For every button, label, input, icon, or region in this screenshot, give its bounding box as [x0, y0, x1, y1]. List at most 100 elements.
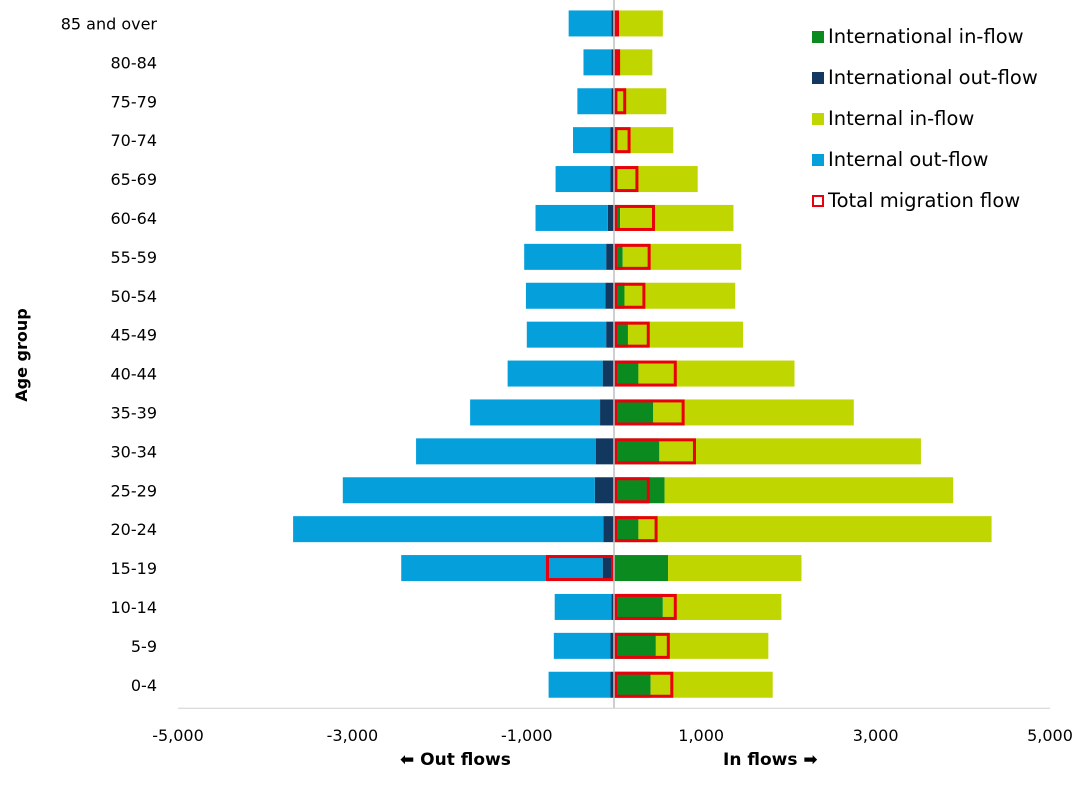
y-tick-label: 65-69	[111, 170, 158, 189]
international-outflow-bar	[610, 127, 614, 154]
total-migration-outline	[614, 88, 627, 115]
international-inflow-bar	[614, 593, 663, 620]
internal-outflow-bar	[553, 632, 611, 659]
internal-outflow-bar	[293, 516, 604, 543]
y-tick-label: 85 and over	[61, 14, 158, 33]
internal-inflow-bar	[638, 516, 992, 543]
y-tick-label: 50-54	[111, 287, 158, 306]
internal-inflow-bar	[617, 166, 698, 193]
international-inflow-bar	[614, 477, 665, 504]
international-inflow-bar	[614, 438, 660, 465]
legend-label: Total migration flow	[828, 189, 1021, 212]
international-inflow-bar	[614, 671, 651, 698]
internal-outflow-bar	[401, 555, 603, 582]
international-outflow-bar	[594, 477, 614, 504]
legend-item: International out-flow	[812, 57, 1038, 98]
total-migration-outline	[614, 438, 696, 465]
internal-inflow-bar	[620, 204, 734, 231]
internal-inflow-bar	[622, 243, 742, 270]
total-migration-outline	[614, 360, 677, 387]
international-outflow-bar	[610, 632, 614, 659]
internal-inflow-bar	[662, 593, 782, 620]
legend-item: International in-flow	[812, 16, 1038, 57]
legend-item: Total migration flow	[812, 180, 1038, 221]
internal-outflow-bar	[583, 49, 612, 76]
y-tick-label: 30-34	[111, 442, 158, 461]
total-migration-outline	[614, 243, 651, 270]
legend-swatch	[812, 153, 824, 166]
y-tick-label: 0-4	[131, 676, 157, 695]
y-tick-label: 35-39	[111, 403, 158, 422]
y-tick-label: 55-59	[111, 248, 158, 267]
internal-outflow-bar	[555, 166, 611, 193]
international-inflow-bar	[614, 282, 625, 309]
x-tick-label: -1,000	[501, 726, 553, 745]
chart-legend: International in-flow International out-…	[812, 16, 1038, 221]
international-inflow-bar	[614, 516, 639, 543]
legend-label: International in-flow	[828, 25, 1024, 48]
x-tick-label: 5,000	[1027, 726, 1073, 745]
total-migration-outline	[614, 127, 631, 154]
international-outflow-bar	[607, 204, 614, 231]
total-flow-outlines	[545, 10, 696, 698]
y-tick-label: 70-74	[111, 131, 158, 150]
international-inflow-bar	[614, 360, 639, 387]
total-migration-outline	[614, 10, 619, 37]
total-migration-outline	[614, 671, 674, 698]
international-outflow-bar	[606, 243, 614, 270]
x-tick-label: 3,000	[853, 726, 899, 745]
international-outflow-bar	[602, 555, 614, 582]
international-outflow-bar	[603, 516, 614, 543]
international-outflow-bar	[610, 166, 614, 193]
total-migration-outline	[614, 166, 639, 193]
y-tick-label: 75-79	[111, 92, 158, 111]
total-migration-outline	[614, 282, 646, 309]
legend-swatch	[812, 71, 824, 84]
internal-outflow-bar	[526, 321, 607, 348]
internal-inflow-bar	[664, 477, 954, 504]
y-tick-label: 5-9	[131, 637, 157, 656]
y-tick-label: 15-19	[111, 559, 158, 578]
in-flows-label: In flows ➡	[723, 750, 818, 770]
internal-inflow-bar	[627, 321, 744, 348]
internal-inflow-bar	[624, 282, 736, 309]
total-migration-outline	[614, 399, 685, 426]
total-migration-outline	[614, 321, 650, 348]
internal-inflow-bar	[668, 555, 802, 582]
y-tick-label: 20-24	[111, 520, 158, 539]
internal-inflow-bar	[650, 671, 773, 698]
internal-inflow-bar	[617, 49, 653, 76]
international-outflow-bar	[602, 360, 614, 387]
total-migration-outline	[614, 204, 655, 231]
x-tick-label: -3,000	[327, 726, 379, 745]
international-outflow-bar	[611, 593, 614, 620]
international-outflow-bar	[600, 399, 614, 426]
total-migration-outline	[614, 632, 670, 659]
legend-swatch	[812, 194, 824, 207]
internal-outflow-bar	[573, 127, 611, 154]
x-tick-label: 1,000	[678, 726, 724, 745]
internal-outflow-bar	[554, 593, 612, 620]
internal-inflow-bar	[617, 127, 674, 154]
legend-label: Internal out-flow	[828, 148, 989, 171]
internal-outflow-bar	[535, 204, 608, 231]
internal-outflow-bar	[525, 282, 606, 309]
internal-inflow-bar	[659, 438, 921, 465]
international-outflow-bar	[606, 321, 614, 348]
y-tick-label: 80-84	[111, 53, 158, 72]
legend-swatch	[812, 112, 824, 125]
international-outflow-bar	[605, 282, 614, 309]
international-inflow-bar	[614, 399, 654, 426]
international-outflow-bar	[611, 88, 614, 115]
y-tick-label: 10-14	[111, 598, 158, 617]
y-tick-label: 60-64	[111, 209, 158, 228]
chart-axes	[178, 0, 1050, 709]
international-inflow-bar	[614, 243, 623, 270]
internal-outflow-bar	[416, 438, 596, 465]
international-outflow-bar	[611, 49, 614, 76]
international-inflow-bar	[614, 555, 669, 582]
internal-inflow-bar	[638, 360, 795, 387]
international-inflow-bar	[614, 321, 628, 348]
legend-swatch	[812, 30, 824, 43]
